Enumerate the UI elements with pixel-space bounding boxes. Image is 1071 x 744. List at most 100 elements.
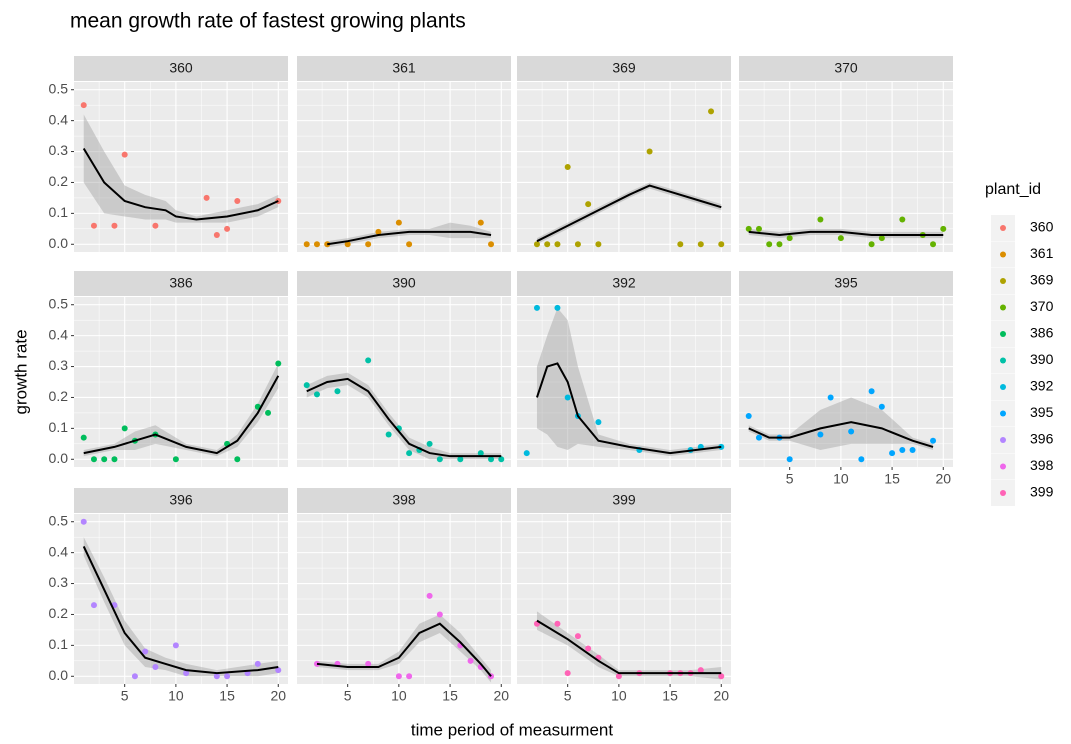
point: [101, 456, 108, 463]
point: [426, 592, 433, 599]
point: [776, 241, 783, 248]
point: [80, 434, 87, 441]
strip-label: 390: [392, 275, 416, 291]
point: [375, 228, 382, 235]
smooth-line: [306, 377, 502, 458]
y-tick-label: 0.5: [49, 295, 69, 311]
smooth-line: [82, 147, 279, 221]
x-tick-label: 5: [564, 688, 572, 704]
point: [395, 219, 402, 226]
point: [827, 394, 834, 401]
strip: [297, 271, 511, 296]
point: [899, 447, 906, 453]
point: [708, 108, 715, 115]
point: [755, 434, 762, 441]
point: [837, 235, 844, 242]
point: [930, 437, 937, 444]
point: [646, 148, 653, 155]
point: [426, 440, 433, 447]
x-tick-label: 5: [786, 471, 794, 487]
smooth-line: [536, 184, 722, 243]
y-tick-label: 0.5: [49, 512, 69, 528]
strip-label: 392: [612, 275, 636, 291]
legend-marker: [1000, 384, 1006, 390]
strip-label: 396: [169, 492, 193, 508]
point: [858, 456, 865, 463]
point: [121, 151, 128, 158]
point: [564, 394, 571, 401]
strip: [74, 488, 288, 513]
point: [523, 450, 530, 457]
x-tick-label: 20: [270, 688, 286, 704]
point: [574, 241, 581, 248]
legend-label: 396: [1030, 431, 1054, 447]
point: [142, 648, 149, 655]
legend-label: 390: [1030, 351, 1054, 367]
legend-label: 398: [1030, 457, 1054, 473]
point: [334, 388, 341, 395]
point: [533, 304, 540, 311]
point: [477, 219, 484, 226]
point: [868, 241, 875, 248]
x-tick-label: 10: [833, 471, 849, 487]
y-axis-title: growth rate: [11, 329, 30, 414]
smooth-line: [83, 375, 280, 455]
point: [718, 241, 725, 248]
legend-marker: [1000, 278, 1006, 284]
point: [365, 660, 372, 667]
point: [213, 673, 220, 680]
point: [467, 657, 474, 664]
point: [554, 620, 561, 627]
point: [585, 201, 592, 208]
point: [203, 194, 210, 201]
point: [80, 518, 87, 525]
point: [436, 456, 443, 463]
smooth-line: [327, 230, 492, 246]
point: [234, 456, 241, 463]
point: [303, 241, 310, 248]
y-tick-label: 0.4: [49, 326, 69, 342]
point: [848, 428, 855, 435]
strip: [517, 488, 731, 513]
point: [313, 241, 320, 248]
confidence-band: [83, 363, 279, 457]
x-tick-label: 10: [168, 688, 184, 704]
point: [406, 673, 413, 680]
legend-marker: [1000, 437, 1006, 443]
point: [224, 673, 231, 680]
point: [878, 235, 885, 242]
point: [697, 667, 704, 674]
point: [718, 673, 725, 680]
smooth-line: [82, 546, 279, 675]
point: [172, 456, 179, 463]
legend-label: 370: [1030, 298, 1054, 314]
y-tick-label: 0.2: [49, 173, 69, 189]
confidence-band: [327, 222, 492, 248]
y-tick-label: 0.4: [49, 111, 69, 127]
point: [817, 431, 824, 438]
point: [930, 241, 937, 248]
legend-marker: [1000, 331, 1006, 337]
smooth-line: [536, 362, 722, 455]
y-tick-label: 0.4: [49, 543, 69, 559]
point: [697, 241, 704, 248]
point: [554, 304, 561, 311]
point: [457, 456, 464, 463]
point: [574, 633, 581, 640]
strip-label: 361: [392, 60, 416, 76]
legend-label: 360: [1030, 219, 1054, 235]
point: [365, 357, 372, 364]
strip-label: 386: [169, 275, 193, 291]
point: [275, 360, 282, 367]
smooth-line: [536, 619, 722, 675]
point: [786, 456, 793, 463]
point: [385, 431, 392, 438]
y-tick-label: 0.3: [49, 142, 69, 158]
point: [80, 102, 87, 109]
legend-marker: [1000, 463, 1006, 470]
legend-marker: [1000, 490, 1006, 496]
legend-label: 392: [1030, 378, 1054, 394]
legend-marker: [1000, 225, 1006, 231]
y-tick-label: 0.0: [49, 450, 69, 466]
point: [554, 241, 561, 248]
